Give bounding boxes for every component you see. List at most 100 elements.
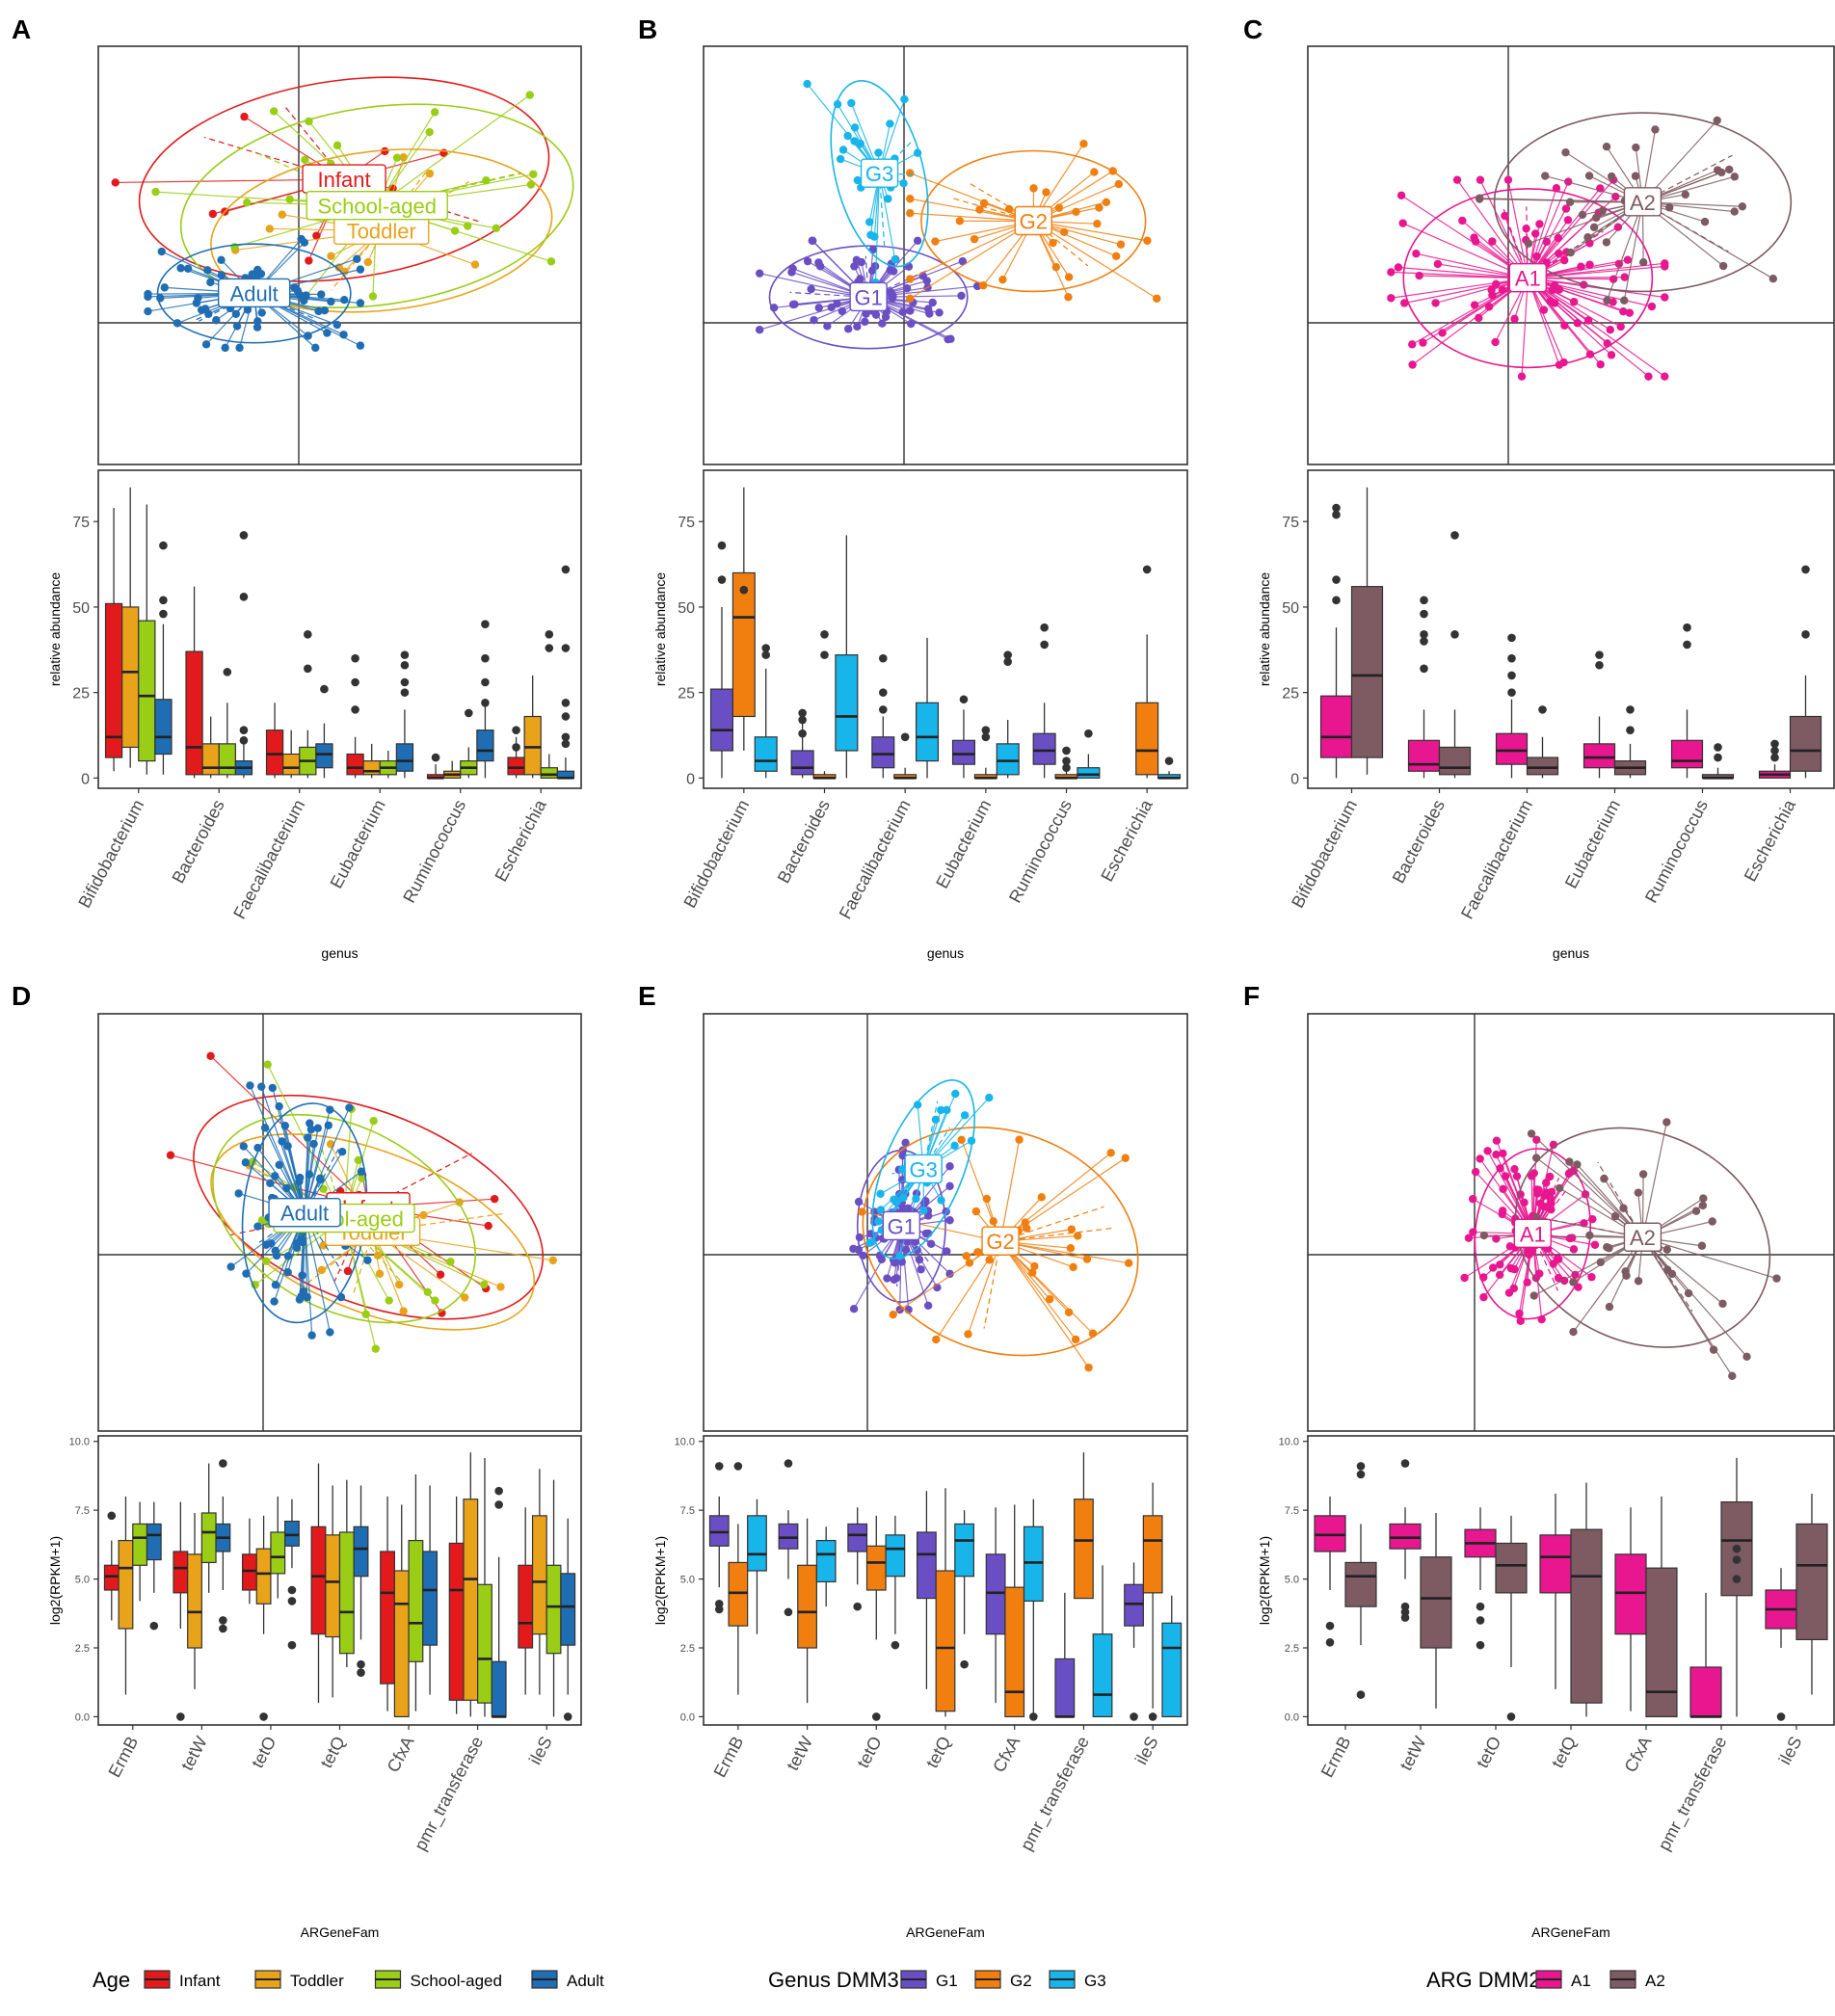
box-g2 [812, 630, 837, 780]
sample-point [906, 195, 915, 203]
sample-point [363, 1256, 372, 1264]
y-tick-label: 5.0 [680, 1575, 695, 1586]
sample-point [369, 1116, 378, 1126]
sample-point [375, 1269, 385, 1279]
sample-point [1607, 172, 1616, 181]
sample-point [353, 254, 361, 263]
sample-point [923, 305, 933, 313]
sample-point [1554, 1255, 1563, 1263]
sample-point [492, 224, 501, 233]
sample-point [1569, 297, 1579, 306]
sample-point [1569, 1327, 1578, 1337]
sample-point [1565, 198, 1575, 206]
centroid-label-text: Adult [230, 281, 279, 305]
spider-line [1391, 278, 1529, 299]
box-school-aged [299, 630, 317, 779]
sample-point [1574, 1283, 1582, 1291]
sample-point [814, 258, 823, 267]
box-iqr [731, 571, 756, 718]
y-tick-label: 7.5 [680, 1505, 695, 1517]
y-tick-label: 0 [81, 771, 90, 787]
boxplot-panel-C: 0 25 50 75 relative abundance Bifidobacterium… [1257, 469, 1835, 961]
sample-point [1730, 172, 1740, 181]
sample-point [1042, 188, 1050, 197]
boxplot-panel-F: 0.0 2.5 5.0 7.5 10.0 log2(RPKM+1) ErmB tetW tetO… [1257, 1435, 1835, 1940]
spider-line [1641, 1122, 1667, 1238]
spider-line [967, 1240, 1001, 1335]
legend-label: G3 [1084, 1972, 1106, 1990]
outlier-point [465, 708, 473, 718]
sample-point [945, 1162, 954, 1171]
box-a1 [1495, 633, 1529, 779]
x-tick-label: Eubacterium [327, 796, 389, 891]
sample-point [803, 79, 811, 89]
sample-point [950, 1141, 959, 1151]
spider-line [910, 212, 1034, 223]
outlier-point [481, 698, 490, 707]
x-tick-label: ErmB [710, 1733, 748, 1780]
sample-point [226, 1262, 235, 1271]
sample-point [883, 1274, 891, 1283]
outlier-point [820, 630, 829, 639]
box-g3 [996, 650, 1020, 779]
box-iqr [393, 1570, 410, 1718]
spider-line [1521, 278, 1529, 377]
outlier-point [1164, 756, 1174, 765]
outlier-point [1084, 729, 1093, 738]
centroid-label-text: A1 [1520, 1222, 1546, 1246]
spider-line [999, 1240, 1130, 1264]
sample-point [293, 286, 303, 296]
outlier-point [223, 668, 232, 676]
outlier-point [563, 1712, 572, 1721]
centroid-label-adult: Adult [217, 278, 291, 308]
sample-point [886, 119, 894, 128]
sample-point [157, 247, 166, 256]
sample-point [1535, 220, 1544, 228]
sample-point [912, 1194, 920, 1204]
sample-point [982, 1194, 992, 1204]
spider-line [1573, 1236, 1643, 1333]
spider-line [909, 220, 1034, 300]
outlier-point [107, 1511, 117, 1521]
sample-point [854, 1197, 864, 1207]
sample-point [419, 1210, 428, 1220]
x-tick-label: pmr_transferase [1654, 1733, 1731, 1854]
sample-point [304, 1133, 312, 1142]
sample-point [1408, 360, 1417, 369]
box-iqr [754, 736, 778, 772]
outlier-point [1420, 637, 1428, 646]
sample-point [546, 257, 556, 266]
sample-point [1541, 172, 1550, 180]
box-iqr [935, 1570, 956, 1712]
outlier-point [219, 1616, 227, 1625]
x-tick-label: CfxA [384, 1733, 418, 1775]
legend-item-adult: Adult [531, 1970, 604, 1990]
outlier-point [259, 1712, 268, 1721]
sample-point [340, 295, 349, 305]
box-iqr [871, 736, 895, 769]
box-g3 [916, 637, 940, 779]
outlier-point [891, 1640, 900, 1650]
outlier-point [1420, 596, 1428, 605]
box-a2 [1495, 1515, 1528, 1721]
x-tick-label: Bacteroides [774, 796, 834, 886]
ordination-panel-B: G1 G2 G3 B [638, 14, 1188, 465]
outlier-point [761, 644, 771, 652]
sample-point [866, 230, 875, 240]
outlier-point [239, 531, 249, 540]
x-tick-label: tetW [177, 1733, 211, 1773]
sample-point [1603, 339, 1611, 348]
sample-point [297, 234, 306, 244]
sample-point [231, 309, 241, 318]
sample-point [271, 1246, 279, 1256]
box-iqr [916, 702, 940, 762]
legend-1: Genus DMM3 G1 G2 G3 [768, 1968, 1106, 1992]
centroid-label-g1: G1 [882, 1210, 921, 1241]
centroid-label-a2: A2 [1623, 187, 1662, 217]
sample-point [1697, 1241, 1707, 1250]
sample-point [1112, 252, 1121, 261]
group-ellipse [830, 80, 929, 268]
sample-point [1554, 1273, 1563, 1283]
spider-line [1400, 195, 1529, 279]
